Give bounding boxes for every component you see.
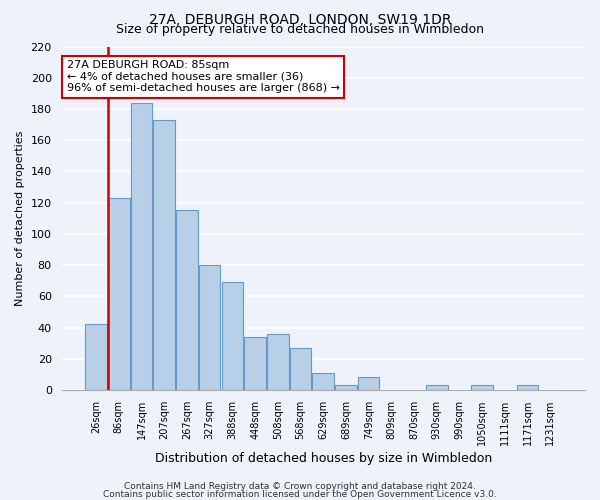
Text: 27A, DEBURGH ROAD, LONDON, SW19 1DR: 27A, DEBURGH ROAD, LONDON, SW19 1DR [149,12,451,26]
Bar [517,386,538,390]
Bar [290,348,311,390]
Bar [472,386,493,390]
Bar [335,386,357,390]
Bar [426,386,448,390]
Text: 27A DEBURGH ROAD: 85sqm
← 4% of detached houses are smaller (36)
96% of semi-det: 27A DEBURGH ROAD: 85sqm ← 4% of detached… [67,60,340,94]
Bar [108,198,130,390]
Y-axis label: Number of detached properties: Number of detached properties [15,130,25,306]
Bar [176,210,198,390]
Bar [131,102,152,390]
Text: Contains HM Land Registry data © Crown copyright and database right 2024.: Contains HM Land Registry data © Crown c… [124,482,476,491]
Bar [221,282,243,390]
Bar [313,373,334,390]
Bar [244,337,266,390]
X-axis label: Distribution of detached houses by size in Wimbledon: Distribution of detached houses by size … [155,452,492,465]
Bar [358,378,379,390]
Text: Contains public sector information licensed under the Open Government Licence v3: Contains public sector information licen… [103,490,497,499]
Bar [85,324,107,390]
Bar [199,265,220,390]
Text: Size of property relative to detached houses in Wimbledon: Size of property relative to detached ho… [116,22,484,36]
Bar [267,334,289,390]
Bar [154,120,175,390]
